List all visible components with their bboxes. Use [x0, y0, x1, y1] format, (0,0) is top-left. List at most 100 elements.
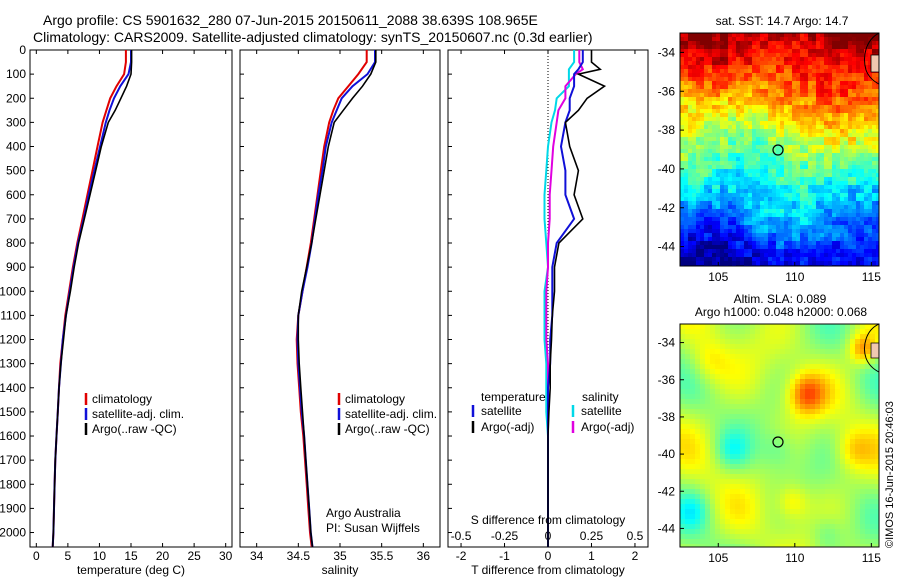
heatmap-cell	[748, 249, 752, 253]
heatmap-cell	[690, 504, 695, 509]
heatmap-cell	[744, 245, 748, 249]
heatmap-cell	[780, 209, 784, 213]
heatmap-cell	[804, 109, 808, 113]
heatmap-cell	[868, 81, 872, 85]
heatmap-cell	[704, 217, 708, 221]
heatmap-cell	[812, 73, 816, 77]
heatmap-cell	[808, 65, 812, 69]
heatmap-cell	[752, 221, 756, 225]
heatmap-cell	[744, 141, 748, 145]
heatmap-cell	[860, 334, 865, 339]
heatmap-cell	[685, 334, 690, 339]
heatmap-cell	[840, 414, 845, 419]
heatmap-cell	[848, 253, 852, 257]
heatmap-cell	[868, 241, 872, 245]
heatmap-cell	[680, 221, 684, 225]
heatmap-cell	[836, 173, 840, 177]
heatmap-cell	[775, 514, 780, 519]
heatmap-cell	[875, 364, 879, 369]
heatmap-cell	[688, 237, 692, 241]
heatmap-cell	[768, 189, 772, 193]
heatmap-cell	[710, 329, 715, 334]
heatmap-cell	[764, 189, 768, 193]
heatmap-cell	[736, 169, 740, 173]
heatmap-cell	[824, 133, 828, 137]
heatmap-cell	[825, 359, 830, 364]
heatmap-cell	[830, 389, 835, 394]
heatmap-cell	[860, 324, 865, 329]
heatmap-cell	[852, 217, 856, 221]
heatmap-cell	[848, 137, 852, 141]
heatmap-cell	[795, 369, 800, 374]
heatmap-cell	[868, 173, 872, 177]
heatmap-cell	[840, 257, 844, 261]
heatmap-cell	[772, 189, 776, 193]
heatmap-cell	[844, 241, 848, 245]
heatmap-cell	[775, 429, 780, 434]
heatmap-cell	[705, 464, 710, 469]
heatmap-cell	[724, 73, 728, 77]
heatmap-cell	[684, 121, 688, 125]
heatmap-cell	[704, 125, 708, 129]
heatmap-cell	[716, 245, 720, 249]
heatmap-cell	[716, 101, 720, 105]
heatmap-cell	[820, 193, 824, 197]
heatmap-cell	[836, 221, 840, 225]
heatmap-cell	[856, 189, 860, 193]
heatmap-cell	[848, 249, 852, 253]
heatmap-cell	[784, 61, 788, 65]
heatmap-cell	[864, 89, 868, 93]
heatmap-cell	[732, 117, 736, 121]
heatmap-cell	[685, 389, 690, 394]
heatmap-cell	[835, 454, 840, 459]
heatmap-cell	[700, 85, 704, 89]
heatmap-cell	[730, 329, 735, 334]
heatmap-cell	[812, 61, 816, 65]
heatmap-cell	[800, 444, 805, 449]
heatmap-cell	[704, 253, 708, 257]
s-tick-label: 0.5	[627, 529, 644, 543]
heatmap-cell	[844, 201, 848, 205]
heatmap-cell	[748, 205, 752, 209]
heatmap-cell	[736, 205, 740, 209]
heatmap-cell	[700, 141, 704, 145]
heatmap-cell	[712, 137, 716, 141]
heatmap-cell	[815, 474, 820, 479]
heatmap-cell	[788, 93, 792, 97]
heatmap-cell	[860, 97, 864, 101]
heatmap-cell	[720, 474, 725, 479]
heatmap-cell	[775, 439, 780, 444]
heatmap-cell	[730, 454, 735, 459]
heatmap-cell	[856, 89, 860, 93]
heatmap-cell	[684, 185, 688, 189]
heatmap-cell	[808, 245, 812, 249]
heatmap-cell	[704, 181, 708, 185]
heatmap-cell	[775, 364, 780, 369]
heatmap-cell	[865, 394, 870, 399]
heatmap-cell	[772, 185, 776, 189]
heatmap-cell	[685, 349, 690, 354]
heatmap-cell	[785, 504, 790, 509]
heatmap-cell	[845, 479, 850, 484]
heatmap-cell	[748, 41, 752, 45]
heatmap-cell	[696, 101, 700, 105]
heatmap-cell	[852, 89, 856, 93]
heatmap-cell	[820, 349, 825, 354]
heatmap-cell	[848, 109, 852, 113]
heatmap-cell	[770, 409, 775, 414]
heatmap-cell	[860, 469, 865, 474]
heatmap-cell	[696, 133, 700, 137]
heatmap-cell	[740, 334, 745, 339]
heatmap-cell	[800, 93, 804, 97]
heatmap-cell	[732, 61, 736, 65]
heatmap-cell	[724, 253, 728, 257]
heatmap-cell	[680, 129, 684, 133]
heatmap-cell	[775, 384, 780, 389]
heatmap-cell	[755, 514, 760, 519]
heatmap-cell	[716, 161, 720, 165]
heatmap-cell	[725, 509, 730, 514]
heatmap-cell	[692, 229, 696, 233]
heatmap-cell	[776, 121, 780, 125]
heatmap-cell	[772, 93, 776, 97]
heatmap-cell	[716, 233, 720, 237]
